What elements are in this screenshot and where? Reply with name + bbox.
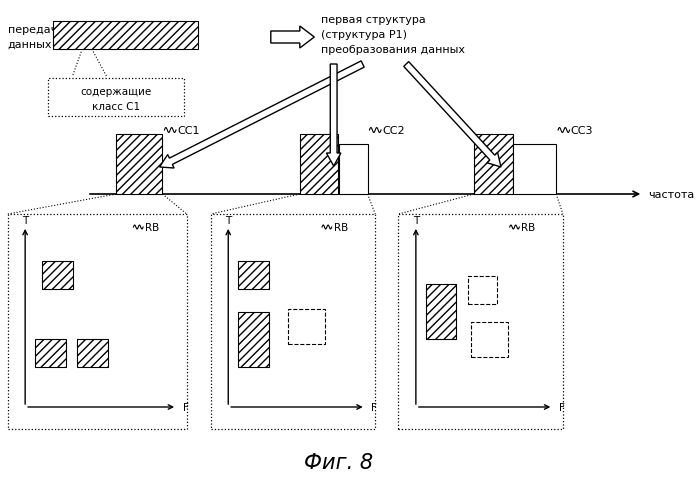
Bar — [300, 135, 339, 195]
Text: класс С1: класс С1 — [92, 102, 140, 112]
Text: данных: данных — [8, 40, 52, 50]
Text: содержащие: содержащие — [80, 87, 152, 97]
Text: T: T — [225, 215, 232, 226]
Text: T: T — [22, 215, 28, 226]
Text: первая структура: первая структура — [321, 15, 426, 25]
Polygon shape — [326, 65, 341, 166]
Text: F: F — [183, 402, 189, 412]
Text: RB: RB — [334, 223, 348, 232]
Polygon shape — [160, 62, 364, 168]
Text: передача: передача — [8, 25, 64, 35]
Bar — [474, 135, 512, 195]
Text: Фиг. 8: Фиг. 8 — [304, 452, 373, 472]
Bar — [471, 322, 508, 357]
Bar — [426, 285, 456, 339]
Bar — [238, 312, 269, 367]
Bar — [512, 145, 556, 195]
Bar — [48, 79, 184, 117]
Bar — [238, 261, 269, 289]
Bar — [41, 261, 73, 289]
Bar — [288, 309, 325, 344]
Bar — [116, 135, 162, 195]
Text: СС2: СС2 — [382, 126, 405, 136]
Text: преобразования данных: преобразования данных — [321, 45, 465, 55]
Bar — [468, 276, 497, 304]
Text: F: F — [372, 402, 377, 412]
Bar — [398, 214, 563, 429]
Bar — [339, 145, 368, 195]
Bar — [78, 339, 108, 367]
Polygon shape — [271, 27, 314, 49]
Text: T: T — [413, 215, 419, 226]
Text: СС3: СС3 — [570, 126, 593, 136]
Text: RB: RB — [145, 223, 160, 232]
Polygon shape — [404, 62, 501, 167]
Bar — [211, 214, 375, 429]
Text: F: F — [559, 402, 565, 412]
Text: частота: частота — [648, 190, 694, 199]
Bar — [35, 339, 66, 367]
Text: (структура P1): (структура P1) — [321, 30, 407, 40]
Text: СС1: СС1 — [177, 126, 199, 136]
Bar — [53, 22, 198, 50]
Text: RB: RB — [522, 223, 536, 232]
Bar — [8, 214, 187, 429]
